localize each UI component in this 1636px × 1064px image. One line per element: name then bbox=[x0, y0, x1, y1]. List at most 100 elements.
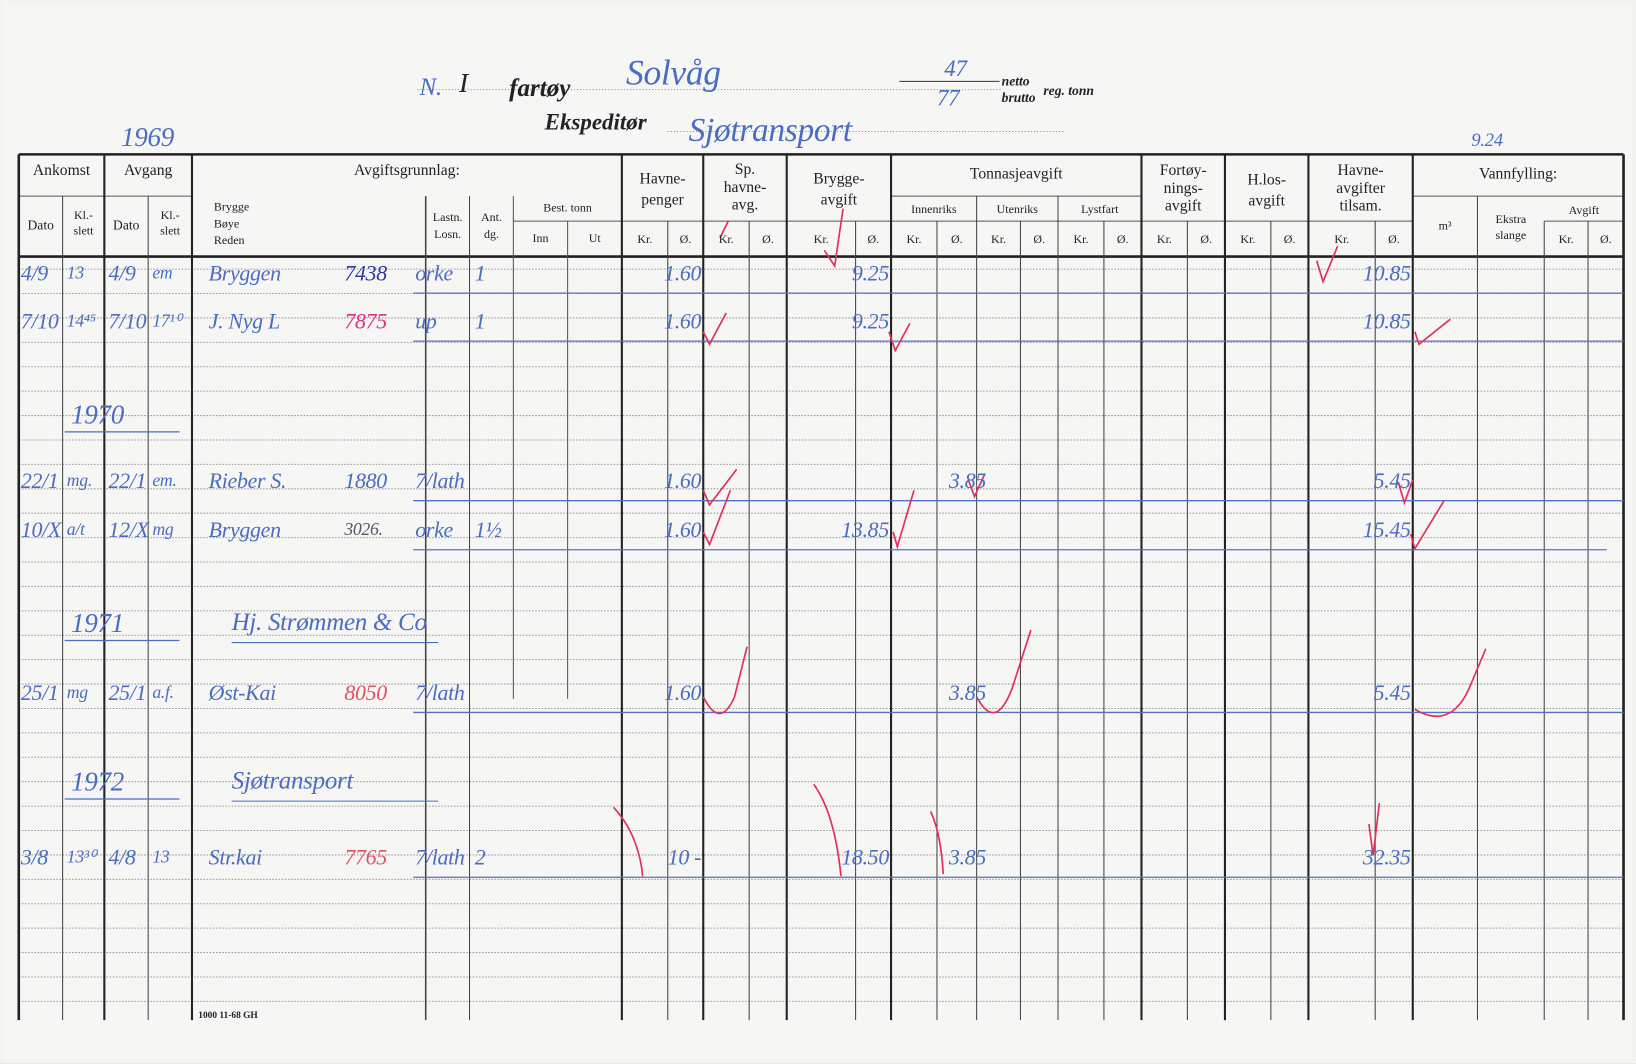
red-check-mark-icon bbox=[892, 490, 915, 550]
entry-avg-dato: 4/8 bbox=[108, 844, 136, 870]
red-check-mark-icon bbox=[702, 489, 732, 547]
col-losn: Losn. bbox=[434, 228, 462, 241]
entry-ref: 3026. bbox=[344, 519, 383, 540]
col-dg: dg. bbox=[483, 228, 499, 241]
red-check-mark-icon bbox=[975, 629, 1032, 714]
entry-lastn: 7/lath bbox=[415, 844, 465, 870]
red-check-mark-icon bbox=[719, 220, 730, 239]
entry-lastn: 7/lath bbox=[415, 468, 465, 494]
entry-innenriks: 3.85 bbox=[948, 468, 987, 494]
col-brygge: Brygge bbox=[213, 201, 250, 214]
brutto-label: brutto bbox=[1001, 89, 1036, 106]
entry-ant: 1 bbox=[474, 260, 486, 286]
col-ore: Ø. bbox=[867, 233, 880, 247]
entry-ant: 1½ bbox=[474, 517, 502, 543]
entry-lastn: orke bbox=[415, 517, 453, 543]
entry-brygge: J. Nyg L bbox=[208, 308, 280, 334]
col-ore: Ø. bbox=[1116, 233, 1129, 247]
entry-brygge: Str.kai bbox=[208, 844, 263, 870]
col-havneavgifter-tilsam: Havne- avgifter tilsam. bbox=[1336, 162, 1385, 215]
red-check-mark-icon bbox=[702, 312, 727, 347]
entry-avg-kl: mg bbox=[152, 519, 174, 540]
col-tonnasjeavgift: Tonnasjeavgift bbox=[969, 165, 1063, 183]
col-lastn: Lastn. bbox=[432, 211, 463, 225]
entry-brygge: Bryggen bbox=[208, 260, 281, 286]
reg-tonn-label: reg. tonn bbox=[1043, 82, 1094, 99]
entry-innenriks: 3.85 bbox=[948, 680, 987, 706]
entry-note: Sjøtransport bbox=[231, 767, 354, 795]
col-kr: Kr. bbox=[906, 233, 922, 247]
entry-ank-dato: 22/1 bbox=[20, 468, 59, 494]
entry-ref: 1880 bbox=[344, 468, 387, 494]
col-lystfart: Lystfart bbox=[1081, 203, 1119, 216]
entry-note: Hj. Strømmen & Co bbox=[231, 609, 427, 637]
col-sp-havneavg: Sp. havne- avg. bbox=[723, 161, 767, 214]
red-check-mark-icon bbox=[813, 783, 842, 877]
red-check-mark-icon bbox=[967, 473, 986, 499]
entry-ref: 7438 bbox=[344, 260, 387, 286]
header-year-note: 1969 bbox=[121, 122, 175, 153]
entry-tilsam: 10.85 bbox=[1362, 308, 1411, 334]
entry-tilsam: 15.45 bbox=[1362, 517, 1411, 543]
col-ore: Ø. bbox=[1033, 233, 1046, 247]
entry-ref: 7875 bbox=[344, 308, 387, 334]
col-avgang: Avgang bbox=[123, 162, 173, 180]
entry-lastn: 7/lath bbox=[415, 680, 465, 706]
col-havnepenger: Havne- penger bbox=[639, 171, 686, 209]
entry-brygge: Rieber S. bbox=[208, 468, 287, 494]
entry-avg-kl: a.f. bbox=[152, 682, 174, 703]
col-best-tonn: Best. tonn bbox=[543, 202, 592, 215]
entry-innenriks: 3.85 bbox=[948, 844, 987, 870]
col-fortoyningsavgift: Fortøy- nings- avgift bbox=[1159, 162, 1207, 215]
entry-ant: 2 bbox=[474, 844, 486, 870]
red-check-mark-icon bbox=[888, 322, 911, 353]
col-m3: m³ bbox=[1438, 220, 1452, 233]
entry-havnepenger: 10 - bbox=[667, 844, 702, 870]
red-check-mark-icon bbox=[1409, 500, 1445, 551]
col-vann-avgift: Avgift bbox=[1568, 204, 1600, 217]
vessel-label: fartøy bbox=[509, 75, 571, 103]
entry-bryggeavgift: 9.25 bbox=[851, 308, 889, 334]
entry-avg-dato: 7/10 bbox=[108, 308, 147, 334]
entry-avg-dato: 12/X bbox=[108, 517, 149, 543]
red-check-mark-icon bbox=[1414, 318, 1451, 346]
expeditor-label: Ekspeditør bbox=[544, 108, 647, 135]
entry-ank-dato: 4/9 bbox=[20, 260, 48, 286]
entry-havnepenger: 1.60 bbox=[664, 680, 702, 706]
expeditor-value: Sjøtransport bbox=[688, 110, 853, 149]
entry-avg-kl: 13 bbox=[152, 846, 170, 867]
col-ore: Ø. bbox=[950, 233, 963, 247]
entry-tilsam: 32.35 bbox=[1362, 844, 1411, 870]
col-kr: Kr. bbox=[1156, 233, 1172, 247]
col-hlosavgift: H.los- avgift bbox=[1247, 172, 1287, 210]
entry-ank-dato: 3/8 bbox=[20, 844, 48, 870]
col-avgang-klslett: Kl.- slett bbox=[160, 209, 181, 238]
col-avgiftsgrunnlag: Avgiftsgrunnlag: bbox=[354, 162, 460, 180]
entry-tilsam: 5.45 bbox=[1373, 680, 1411, 706]
entry-ank-kl: a/t bbox=[66, 519, 85, 540]
entry-brygge: Bryggen bbox=[208, 517, 281, 543]
red-check-mark-icon bbox=[1368, 803, 1381, 856]
entry-avg-dato: 22/1 bbox=[108, 468, 147, 494]
col-boye: Bøye bbox=[213, 218, 240, 231]
col-ankomst-dato: Dato bbox=[27, 216, 54, 233]
entry-tilsam: 5.45 bbox=[1373, 468, 1411, 494]
red-check-mark-icon bbox=[1397, 479, 1414, 506]
col-ore: Ø. bbox=[762, 233, 774, 247]
entry-bryggeavgift: 9.25 bbox=[851, 260, 889, 286]
entry-ank-kl: 13 bbox=[66, 262, 84, 283]
entry-year: 1972 bbox=[70, 766, 124, 797]
col-ore: Ø. bbox=[679, 233, 692, 247]
col-ankomst: Ankomst bbox=[32, 162, 91, 180]
entry-ank-kl: 13³⁰ bbox=[66, 846, 96, 867]
col-kr: Kr. bbox=[1334, 233, 1350, 247]
entry-ank-kl: mg. bbox=[66, 470, 93, 491]
card-number-value: I bbox=[459, 67, 468, 99]
col-reden: Reden bbox=[213, 234, 245, 248]
entry-avg-kl: em. bbox=[152, 470, 177, 491]
col-bryggeavgift: Brygge- avgift bbox=[813, 171, 865, 209]
red-check-mark-icon bbox=[702, 468, 738, 507]
corner-note: 9.24 bbox=[1471, 129, 1503, 151]
col-inn: Inn bbox=[532, 232, 549, 246]
col-kr: Kr. bbox=[813, 233, 829, 247]
